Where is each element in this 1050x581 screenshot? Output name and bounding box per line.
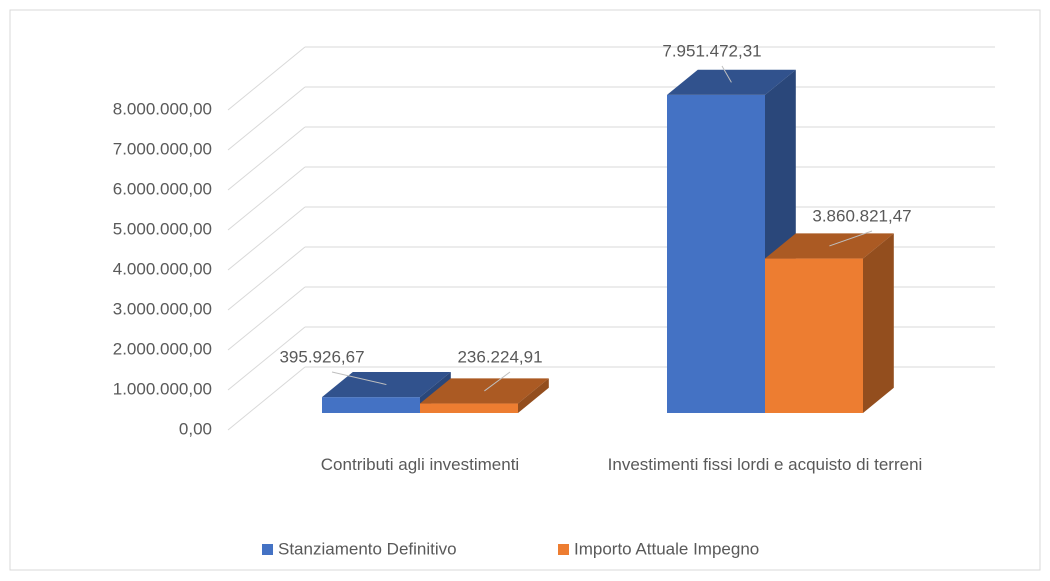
grid-line: [227, 366, 306, 431]
bar-side: [863, 233, 894, 413]
bar-front: [420, 403, 518, 413]
grid-line: [227, 166, 306, 231]
grid-line: [227, 46, 306, 111]
y-tick-label: 7.000.000,00: [113, 139, 212, 158]
y-tick-label: 8.000.000,00: [113, 99, 212, 118]
y-tick-label: 4.000.000,00: [113, 259, 212, 278]
data-label: 395.926,67: [279, 347, 364, 366]
leader-line: [484, 371, 511, 392]
bar-front: [667, 94, 765, 413]
leader-line: [331, 371, 387, 386]
grid-line: [227, 286, 306, 351]
y-tick-label: 3.000.000,00: [113, 299, 212, 318]
grid-line: [227, 246, 306, 311]
legend-swatch: [558, 544, 569, 555]
grid-line: [227, 86, 306, 151]
data-label: 7.951.472,31: [662, 41, 761, 60]
grid-line: [227, 206, 306, 271]
legend-label: Importo Attuale Impegno: [574, 539, 759, 558]
leader-line: [829, 230, 873, 247]
x-tick-label: Investimenti fissi lordi e acquisto di t…: [607, 455, 923, 474]
y-tick-label: 1.000.000,00: [113, 379, 212, 398]
legend-swatch: [262, 544, 273, 555]
data-label: 236.224,91: [457, 347, 542, 366]
leader-line: [721, 65, 732, 83]
chart-border: [9, 9, 1041, 571]
y-tick-label: 2.000.000,00: [113, 339, 212, 358]
bar-front: [322, 397, 420, 413]
y-tick-label: 5.000.000,00: [113, 219, 212, 238]
legend-label: Stanziamento Definitivo: [278, 539, 457, 558]
bar-side: [518, 378, 549, 413]
data-label: 3.860.821,47: [812, 206, 911, 225]
bar-front: [765, 258, 863, 413]
grid-line: [227, 326, 306, 391]
grid-line: [227, 126, 306, 191]
y-tick-label: 0,00: [179, 419, 212, 438]
x-tick-label: Contributi agli investimenti: [320, 455, 520, 474]
y-tick-label: 6.000.000,00: [113, 179, 212, 198]
